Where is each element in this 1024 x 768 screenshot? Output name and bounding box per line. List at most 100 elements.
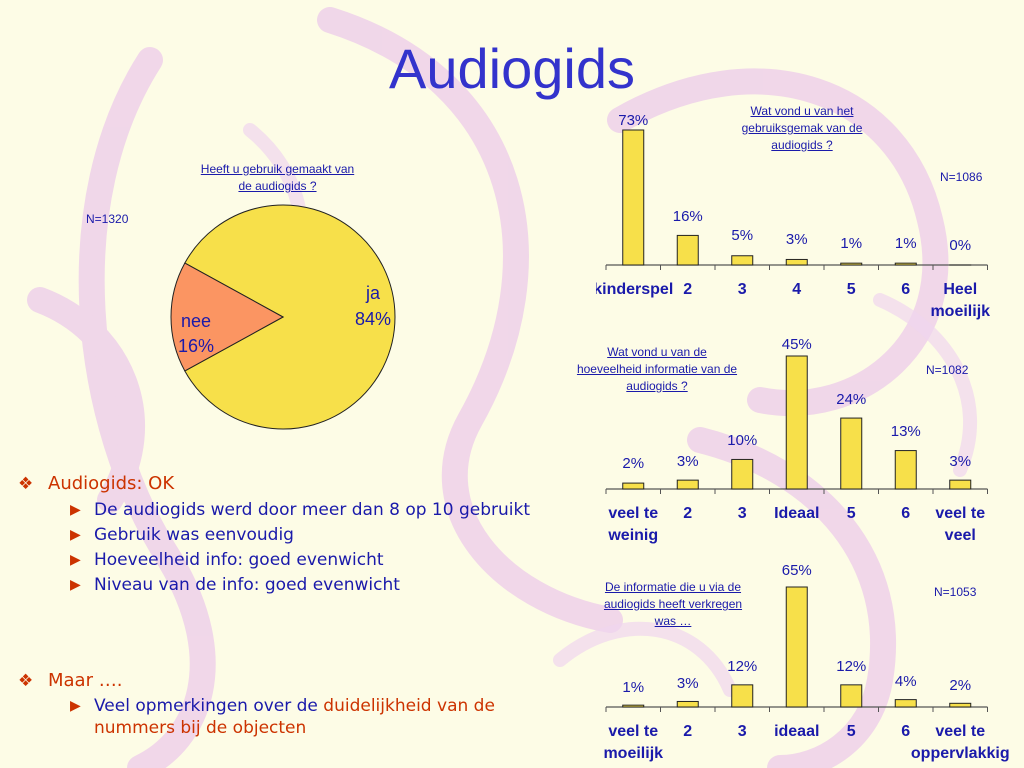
bullet-item-text-end: van de nummers bij de objecten <box>94 696 495 738</box>
category-label: kinderspel <box>596 281 673 298</box>
pie-sample-size: N=1320 <box>86 212 129 226</box>
bar-value-label: 1% <box>622 679 644 696</box>
bar2-question-line: Wat vond u van de <box>607 345 707 359</box>
pie-label-nee: nee <box>181 311 211 331</box>
triangle-bullet-icon: ▶ <box>70 698 81 714</box>
bar-value-label: 13% <box>891 423 921 440</box>
category-label: 2 <box>683 723 692 740</box>
bar1-question-line: audiogids ? <box>771 138 833 152</box>
bar <box>949 702 972 708</box>
bullet-item-text: Hoeveelheid info: goed evenwicht <box>94 550 384 570</box>
category-label: moeilijk <box>930 303 990 320</box>
category-label: veel te <box>935 723 985 740</box>
bar3-question-line: audiogids heeft verkregen <box>603 597 743 611</box>
bar2-question: Wat vond u van de hoeveelheid informatie… <box>552 344 762 395</box>
bullet-item-text: Veel opmerkingen over de <box>94 696 324 716</box>
triangle-bullet-icon: ▶ <box>70 527 81 543</box>
bar1-question-line: Wat vond u van het <box>750 104 854 118</box>
bar-value-label: 3% <box>677 675 699 692</box>
bar-chart-hoeveelheid: 2% veel te weinig 3% 2 10% 3 45% Ideaal 24% 5 13% 6 3… <box>605 336 988 544</box>
bar <box>894 699 917 708</box>
pie-slice-nee <box>170 262 285 372</box>
pie-value-nee: 16% <box>178 336 214 356</box>
bar-value-label: 0% <box>949 237 971 254</box>
bar3-sample-size: N=1053 <box>934 585 977 599</box>
triangle-bullet-icon: ▶ <box>70 552 81 568</box>
bullets-maar: ❖ Maar …. ▶ Veel opmerkingen over de duid… <box>10 667 550 739</box>
bar <box>622 704 645 708</box>
category-label: ideaal <box>774 723 819 740</box>
bullet-item-text: De audiogids werd door meer dan 8 op 10 … <box>94 500 531 520</box>
bar-value-label: 3% <box>949 453 971 470</box>
bar3-question: De informatie die u via de audiogids hee… <box>578 579 768 630</box>
pie-value-ja: 84% <box>355 309 391 329</box>
bullet-heading-text: Audiogids: OK <box>48 473 175 494</box>
triangle-bullet-icon: ▶ <box>70 502 81 518</box>
category-label: veel te <box>608 505 658 522</box>
pie-chart: ja 84% nee 16% <box>170 204 396 430</box>
category-label: 2 <box>683 281 692 298</box>
bullet-item: ▶ Hoeveelheid info: goed evenwicht <box>10 548 530 573</box>
bar <box>622 482 645 490</box>
bar <box>676 479 699 490</box>
bar-value-label: 2% <box>949 677 971 694</box>
bullet-item: ▶ De audiogids werd door meer dan 8 op 10… <box>10 498 530 523</box>
category-label: 6 <box>901 505 910 522</box>
bar <box>622 129 645 266</box>
category-label: 3 <box>738 281 747 298</box>
category-label: weinig <box>607 527 658 544</box>
bar1-question-line: gebruiksgemak van de <box>741 121 863 135</box>
bar3-question-line: De informatie die u via de <box>604 580 742 594</box>
category-label: Heel <box>943 281 977 298</box>
diamond-bullet-icon: ❖ <box>18 671 34 691</box>
bar <box>731 255 754 266</box>
bar-chart-niveau: 1% veel te moeilijk 3% 2 12% 3 65% ideaal 12% 5 4% 6… <box>603 562 1010 762</box>
bar <box>894 450 917 490</box>
category-label: oppervlakkig <box>911 745 1010 762</box>
pie-question: Heeft u gebruik gemaakt van de audiogids… <box>170 161 385 195</box>
category-label: 5 <box>847 505 856 522</box>
category-label: Ideaal <box>774 505 819 522</box>
bar <box>731 684 754 708</box>
bullet-item-highlight: duidelijkheid <box>323 696 432 716</box>
bullet-heading: ❖ Audiogids: OK <box>10 470 530 498</box>
bar-value-label: 12% <box>836 658 866 675</box>
category-label: 5 <box>847 281 856 298</box>
bar-value-label: 65% <box>782 562 812 579</box>
bar2-sample-size: N=1082 <box>926 363 969 377</box>
bar-value-label: 16% <box>673 208 703 225</box>
bar2-question-line: audiogids ? <box>626 379 688 393</box>
triangle-bullet-icon: ▶ <box>70 577 81 593</box>
bar-value-label: 3% <box>786 231 808 248</box>
category-label: veel te <box>935 505 985 522</box>
bar2-question-line: hoeveelheid informatie van de <box>576 362 738 376</box>
bullets-ok: ❖ Audiogids: OK ▶ De audiogids werd door … <box>10 470 530 598</box>
bar-value-label: 1% <box>895 235 917 252</box>
bar-value-label: 5% <box>731 227 753 244</box>
category-label: 3 <box>738 505 747 522</box>
category-label: 3 <box>738 723 747 740</box>
bullet-item-text: Niveau van de info: goed evenwicht <box>94 575 400 595</box>
bar <box>785 355 808 490</box>
bar <box>949 479 972 490</box>
bullet-item-text: Gebruik was eenvoudig <box>94 525 294 545</box>
bullet-item: ▶ Gebruik was eenvoudig <box>10 523 530 548</box>
bar <box>785 586 808 708</box>
category-label: moeilijk <box>603 745 663 762</box>
category-label: 2 <box>683 505 692 522</box>
bullet-item: ▶ Veel opmerkingen over de duidelijkheid … <box>10 695 550 739</box>
category-label: 6 <box>901 281 910 298</box>
bullet-heading: ❖ Maar …. <box>10 667 550 695</box>
category-label: 5 <box>847 723 856 740</box>
bullet-heading-text: Maar …. <box>48 670 123 691</box>
diamond-bullet-icon: ❖ <box>18 474 34 494</box>
bullet-item: ▶ Niveau van de info: goed evenwicht <box>10 573 530 598</box>
bar <box>785 258 808 266</box>
bar-value-label: 1% <box>840 235 862 252</box>
bar-value-label: 73% <box>618 112 648 129</box>
bar <box>676 234 699 266</box>
bar-value-label: 24% <box>836 391 866 408</box>
bar-value-label: 45% <box>782 336 812 353</box>
pie-label-ja: ja <box>365 283 381 303</box>
bar-chart-gebruiksgemak: 73% kinderspel 16% 2 5% 3 3% 4 1% 5 1% 6 0% Heel moeil… <box>596 112 990 320</box>
